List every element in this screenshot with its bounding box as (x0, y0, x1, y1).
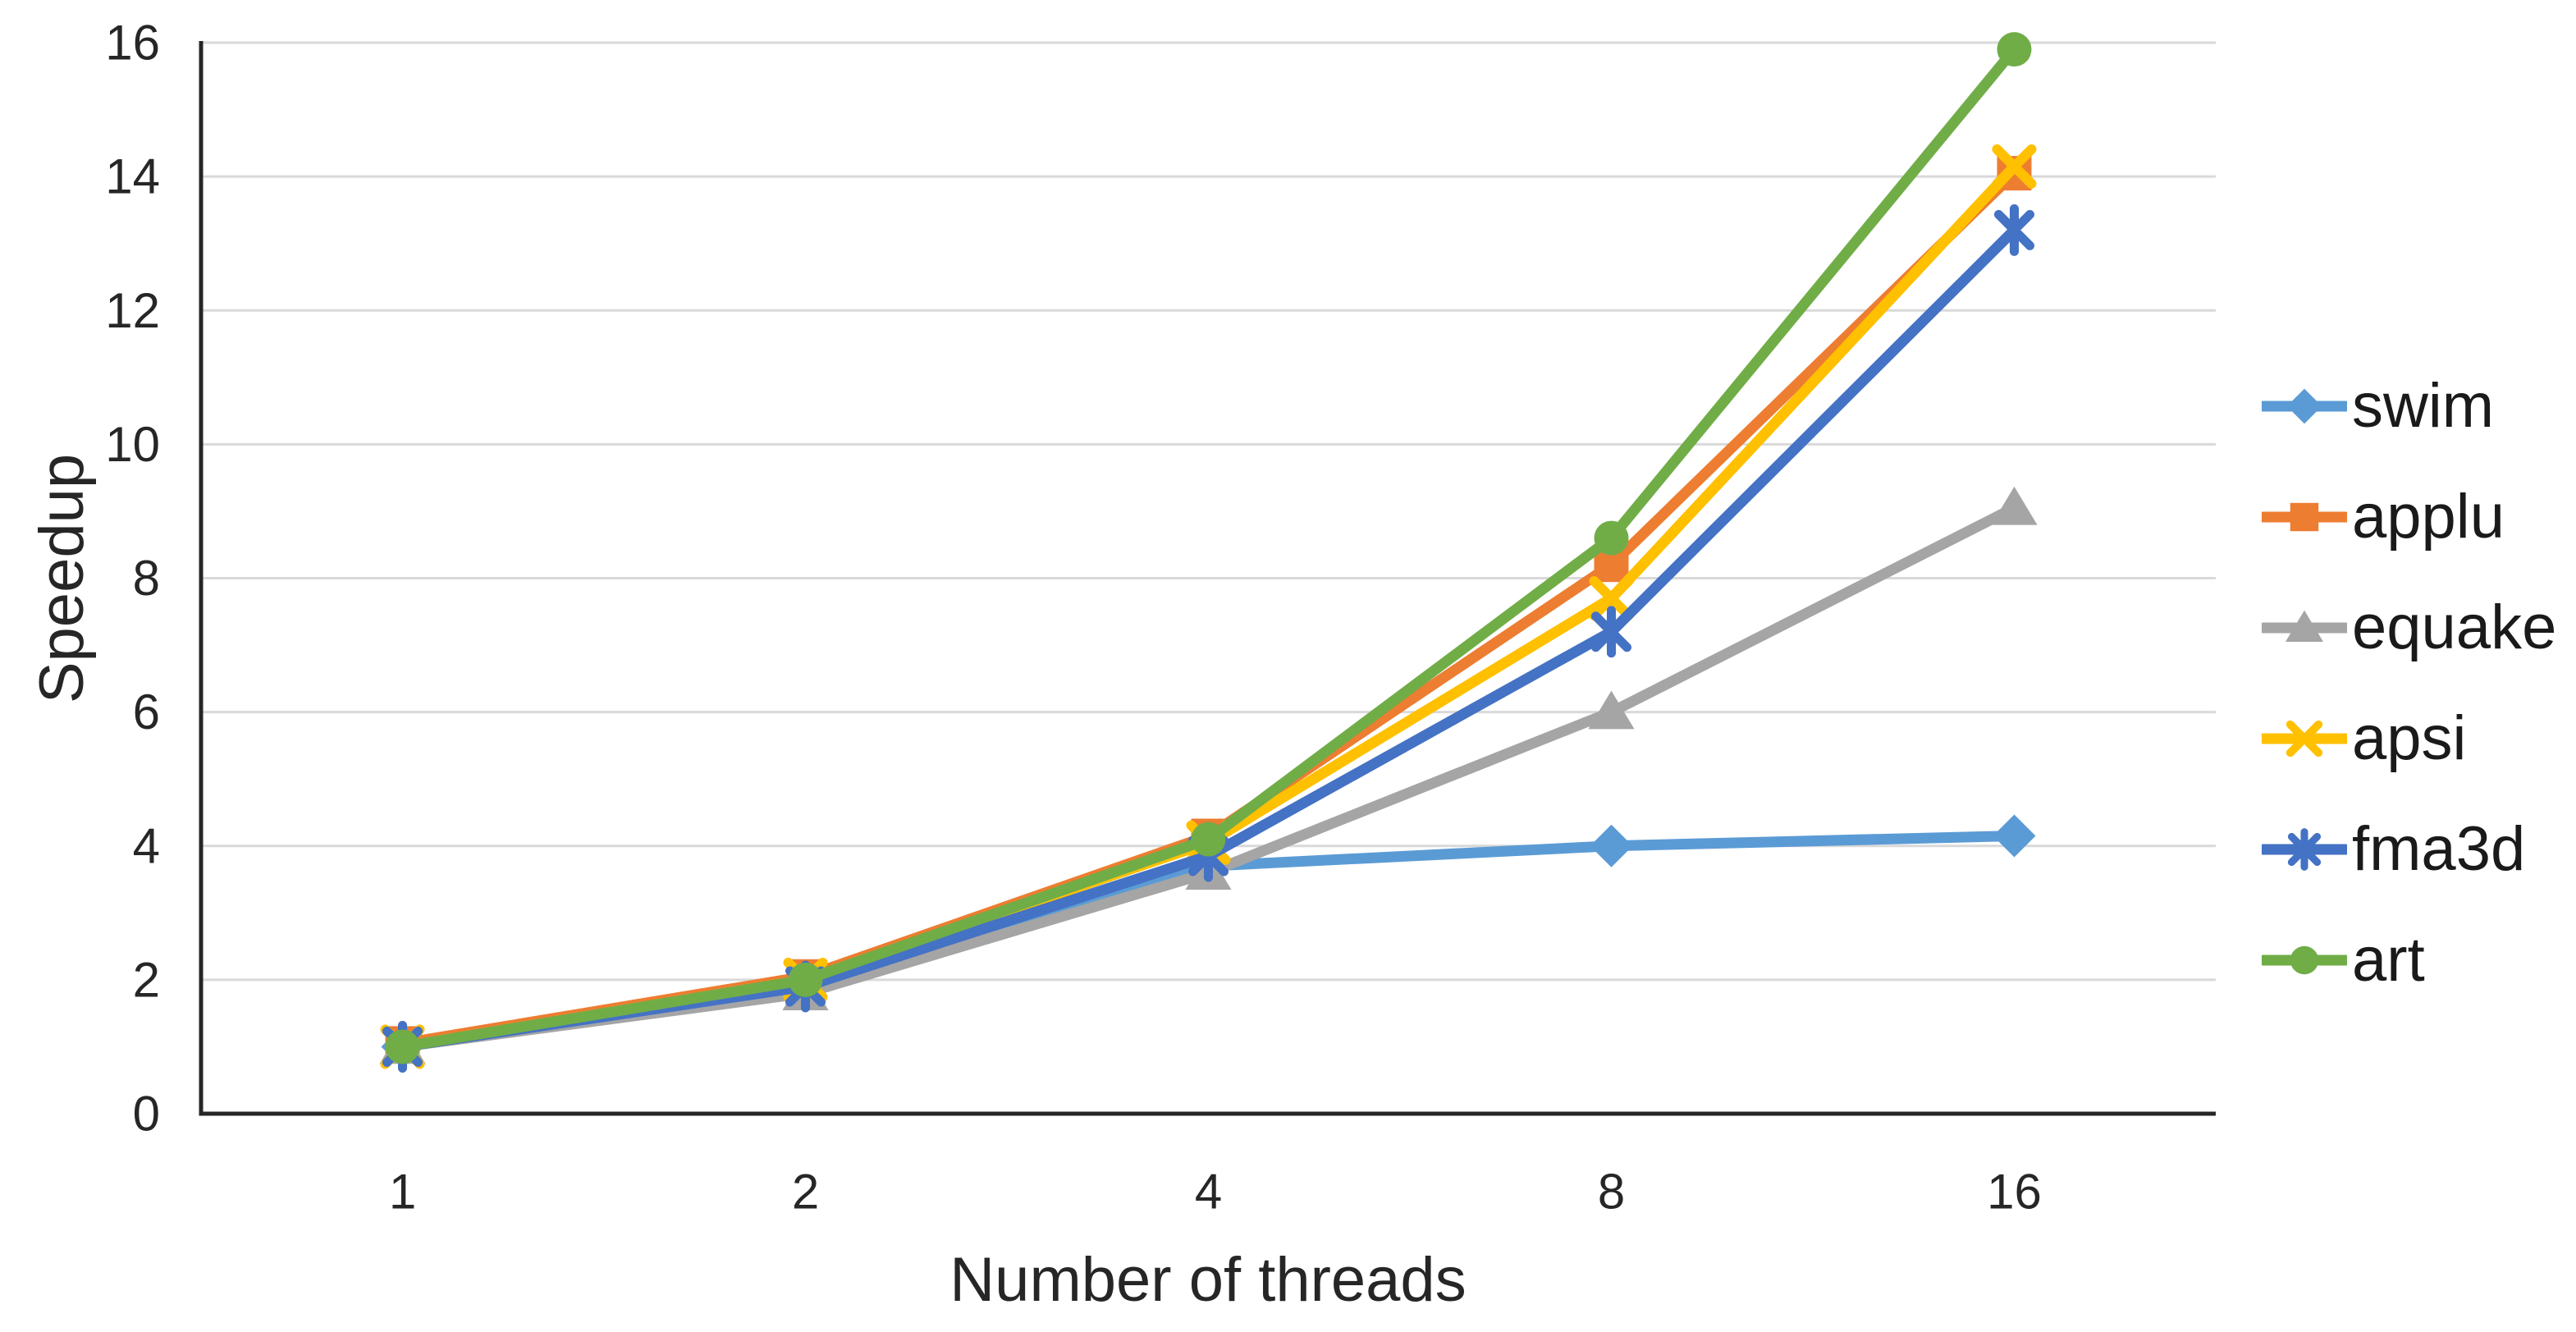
x-tick-label-4: 4 (1195, 1165, 1222, 1220)
legend: swim applu equake apsi fma3d art (2262, 0, 2576, 1332)
series-apsi (380, 144, 2037, 1069)
marker-apsi-8 (1589, 575, 1634, 620)
series-markers-applu (385, 156, 2032, 1061)
series-line-equake (397, 502, 2020, 1052)
y-tick-labels: 0 2 4 6 8 10 12 14 16 (105, 16, 160, 1142)
marker-fma3d-16 (1993, 204, 2035, 256)
y-tick-label-2: 2 (133, 952, 160, 1007)
y-axis-title: Speedup (27, 453, 97, 704)
legend-item-apsi: apsi (2262, 707, 2466, 770)
axes (199, 41, 2216, 1116)
legend-label-applu: applu (2352, 482, 2505, 552)
series-line-applu (397, 167, 2020, 1049)
series-line-apsi (397, 161, 2020, 1052)
legend-label-fma3d: fma3d (2352, 814, 2526, 884)
x-tick-label-16: 16 (1987, 1165, 2042, 1220)
marker-equake-8 (1588, 690, 1635, 730)
y-tick-label-8: 8 (133, 551, 160, 606)
x-tick-labels: 1 2 4 8 16 (389, 1165, 2042, 1220)
series-line-art (397, 43, 2020, 1052)
marker-art-1 (385, 1029, 420, 1064)
series-applu (385, 156, 2032, 1061)
marker-art-8 (1594, 520, 1629, 556)
diamond-marker-icon (2262, 388, 2347, 424)
x-axis-title: Number of threads (949, 1245, 1466, 1315)
series-markers-equake (379, 486, 2038, 1064)
y-tick-label-4: 4 (133, 818, 160, 873)
y-tick-label-10: 10 (105, 417, 160, 472)
x-tick-label-2: 2 (792, 1165, 819, 1220)
marker-apsi-16 (1992, 144, 2037, 189)
legend-item-art: art (2262, 929, 2425, 991)
series-line-fma3d (397, 224, 2020, 1052)
series-markers-apsi (380, 144, 2037, 1069)
legend-label-apsi: apsi (2352, 703, 2467, 773)
series-markers-art (385, 32, 2032, 1064)
marker-equake-16 (1991, 486, 2038, 525)
legend-item-swim: swim (2262, 375, 2494, 437)
gridlines (201, 41, 2216, 982)
series-art (385, 32, 2032, 1064)
legend-label-equake: equake (2352, 593, 2557, 662)
x-tick-label-8: 8 (1598, 1165, 1625, 1220)
marker-swim-8 (1590, 824, 1633, 867)
asterisk-marker-icon (2262, 828, 2347, 871)
triangle-marker-icon (2262, 610, 2347, 643)
series-equake (379, 486, 2038, 1064)
y-tick-label-0: 0 (133, 1087, 160, 1142)
legend-item-applu: applu (2262, 486, 2505, 548)
legend-item-equake: equake (2262, 597, 2556, 659)
x-tick-label-1: 1 (389, 1165, 416, 1220)
x-marker-icon (2262, 720, 2347, 758)
marker-swim-16 (1993, 814, 2036, 858)
marker-art-16 (1997, 32, 2032, 67)
marker-art-2 (788, 962, 823, 997)
legend-label-art: art (2352, 925, 2425, 995)
y-tick-label-14: 14 (105, 149, 160, 204)
square-marker-icon (2262, 502, 2347, 532)
marker-art-4 (1191, 822, 1226, 857)
legend-label-swim: swim (2352, 371, 2495, 441)
marker-fma3d-8 (1590, 606, 1632, 658)
y-tick-label-12: 12 (105, 283, 160, 338)
y-tick-label-6: 6 (133, 684, 160, 739)
y-tick-label-16: 16 (105, 16, 160, 71)
legend-item-fma3d: fma3d (2262, 818, 2525, 881)
circle-marker-icon (2262, 945, 2347, 975)
